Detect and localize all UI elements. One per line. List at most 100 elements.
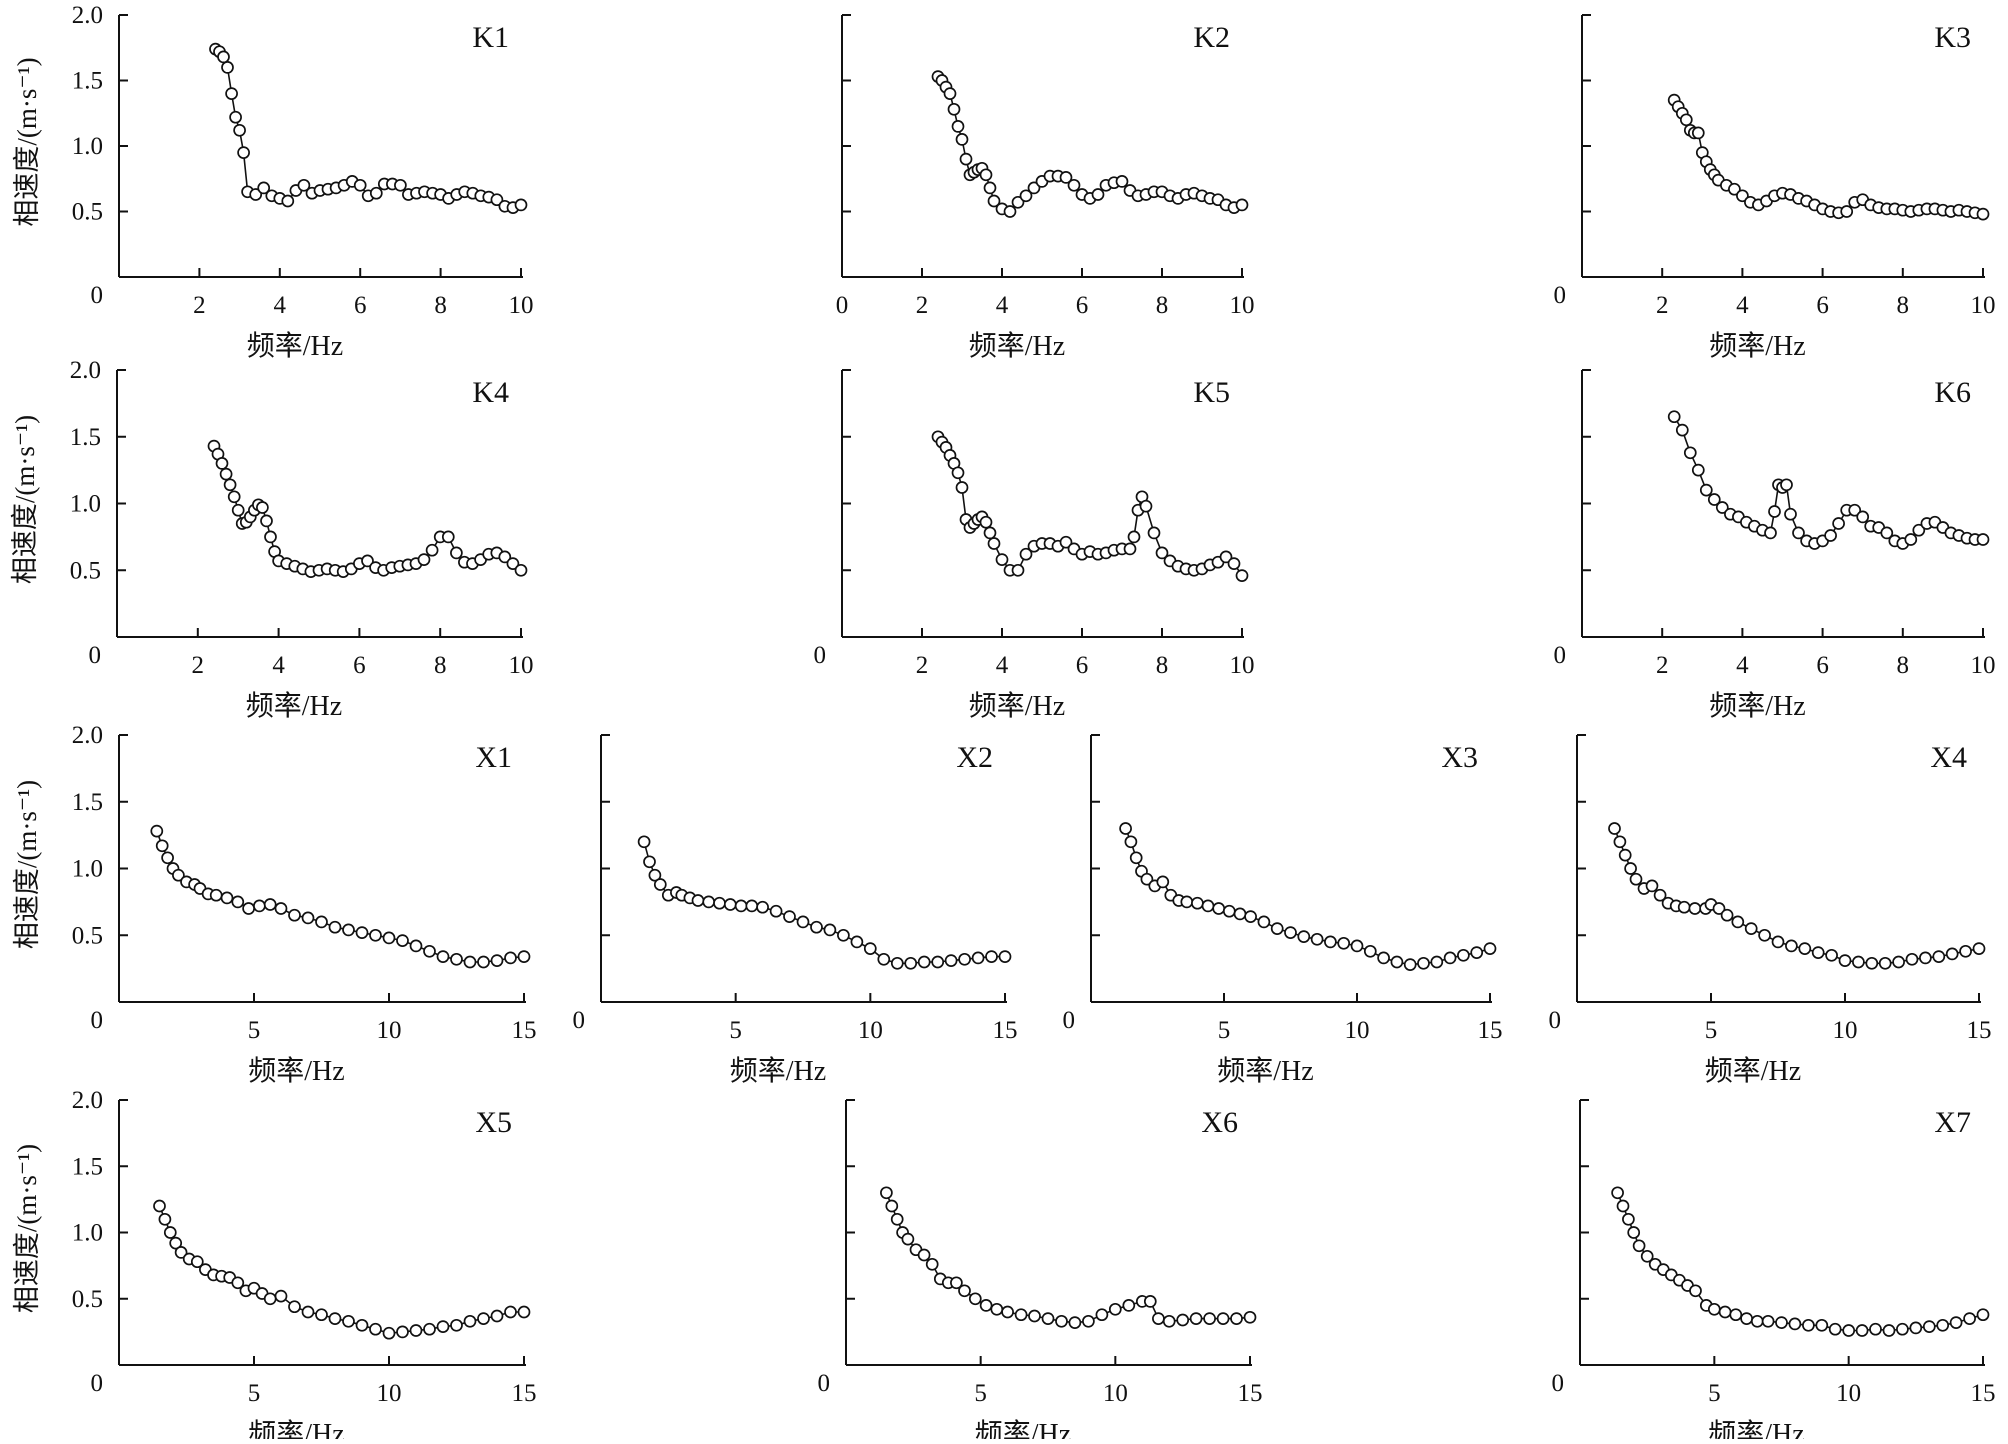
data-point <box>158 1212 172 1226</box>
x-axis-label: 频率/Hz <box>246 690 342 722</box>
data-point <box>979 168 993 182</box>
data-point <box>1162 1314 1176 1328</box>
data-point <box>837 928 850 942</box>
x-tick-label: 15 <box>1971 1380 1996 1407</box>
panel-title: X7 <box>1934 1106 1971 1139</box>
data-point <box>1189 1312 1203 1325</box>
data-point <box>490 954 504 967</box>
data-point <box>890 956 904 970</box>
data-point <box>153 1199 166 1213</box>
data-point <box>917 955 931 969</box>
panel-title: K1 <box>472 21 509 54</box>
y-tick-label: 0 <box>1549 1007 1562 1034</box>
data-point <box>1758 928 1771 942</box>
data-point <box>917 1248 931 1262</box>
data-point <box>288 1300 301 1314</box>
data-point <box>1904 533 1918 546</box>
data-point <box>971 951 985 965</box>
data-point <box>1191 896 1204 910</box>
data-point <box>1629 872 1643 886</box>
data-point <box>1041 1312 1055 1325</box>
x-tick-label: 10 <box>1230 652 1255 679</box>
data-point <box>931 955 945 969</box>
data-point <box>264 530 277 544</box>
data-point <box>517 950 531 963</box>
data-point <box>257 181 271 195</box>
data-point <box>1976 207 1990 221</box>
data-point <box>985 950 998 963</box>
data-point <box>1443 951 1457 965</box>
x-axis-label: 频率/Hz <box>248 1055 344 1087</box>
x-axis-label: 频率/Hz <box>730 1055 826 1087</box>
data-point <box>1127 530 1141 544</box>
series-line <box>1616 1192 1984 1332</box>
data-point <box>702 895 716 909</box>
x-tick-label: 5 <box>248 1017 261 1044</box>
x-tick-label: 8 <box>1897 652 1910 679</box>
panel-title: X2 <box>956 741 993 774</box>
data-point <box>231 1276 245 1290</box>
data-point <box>514 563 528 577</box>
data-point <box>369 1322 382 1336</box>
data-point <box>417 553 431 566</box>
chart-panel-k3: 0 2 4 6 8 10 频率/Hz K3 <box>1554 14 1996 362</box>
x-tick-label: 8 <box>434 652 447 679</box>
data-point <box>1068 1316 1082 1329</box>
data-point <box>1728 182 1741 196</box>
x-tick-label: 8 <box>1156 652 1169 679</box>
y-tick-label: 0 <box>573 1007 586 1034</box>
data-point <box>756 900 769 914</box>
data-point <box>174 1246 188 1259</box>
data-point <box>463 955 477 969</box>
data-point <box>983 181 997 195</box>
data-point <box>1775 1316 1788 1329</box>
chart-panel-x6: 0 5 10 15 频率/Hz X6 <box>818 1099 1263 1444</box>
data-point <box>506 557 520 570</box>
data-point <box>1731 915 1745 929</box>
data-point <box>1912 523 1926 537</box>
y-tick-label: 1.0 <box>72 856 103 883</box>
data-point <box>1761 1314 1775 1328</box>
data-point <box>1832 517 1845 530</box>
data-point <box>490 193 504 207</box>
y-tick-label: 2.0 <box>72 1087 103 1114</box>
data-point <box>215 457 229 470</box>
chart-panel-k5: 0 2 4 6 8 10 频率/Hz K5 <box>814 369 1255 722</box>
x-tick-label: 10 <box>1833 1017 1858 1044</box>
data-point <box>231 895 245 909</box>
data-point <box>1976 533 1990 546</box>
data-point <box>1707 1302 1721 1316</box>
data-point <box>209 888 223 902</box>
x-tick-label: 10 <box>377 1380 402 1407</box>
x-tick-label: 10 <box>509 652 534 679</box>
y-tick-label: 2.0 <box>72 722 103 749</box>
data-point <box>1848 503 1862 517</box>
data-point <box>450 1318 463 1332</box>
data-point <box>1457 948 1470 962</box>
x-tick-label: 8 <box>1897 292 1910 319</box>
x-axis-label: 频率/Hz <box>1709 330 1805 362</box>
data-point <box>1027 181 1041 195</box>
data-point <box>1108 1302 1122 1316</box>
data-point <box>355 926 369 939</box>
data-point <box>253 899 266 913</box>
data-point <box>263 1292 277 1306</box>
x-tick-label: 10 <box>509 292 534 319</box>
chart-panel-k6: 0 2 4 6 8 10 频率/Hz K6 <box>1554 369 1996 722</box>
data-point <box>409 1324 423 1337</box>
x-tick-label: 2 <box>916 652 929 679</box>
data-point <box>1645 879 1659 893</box>
data-point <box>995 553 1009 566</box>
panel-title: K5 <box>1193 376 1230 409</box>
y-tick-label: 1.5 <box>70 424 101 451</box>
data-point <box>1959 944 1972 958</box>
data-point <box>1119 822 1132 835</box>
data-point <box>161 851 174 865</box>
data-point <box>220 891 234 905</box>
chart-panel-x2: 0 5 10 15 频率/Hz X2 <box>573 734 1018 1087</box>
data-point <box>1688 902 1702 915</box>
x-tick-label: 10 <box>1103 1380 1128 1407</box>
y-tick-label: 1.0 <box>72 1220 103 1247</box>
data-point <box>423 1322 436 1336</box>
data-point <box>450 546 463 560</box>
